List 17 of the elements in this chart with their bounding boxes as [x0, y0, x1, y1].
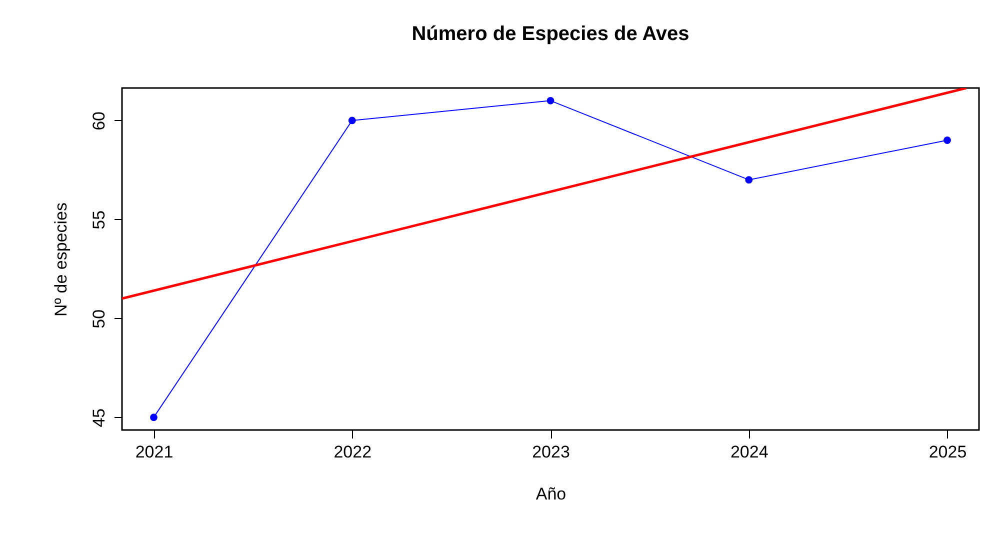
point	[348, 116, 356, 124]
y-tick-label: 55	[90, 210, 108, 230]
y-tick-label: 45	[90, 408, 108, 428]
x-tick-label: 2021	[135, 442, 174, 462]
y-axis-title: Nº de especies	[52, 202, 70, 316]
x-tick-label: 2023	[532, 442, 570, 462]
x-axis-title: Año	[536, 484, 566, 504]
y-tick-label: 50	[90, 309, 108, 328]
chart-title: Número de Especies de Aves	[412, 23, 690, 45]
y-tick-label: 60	[90, 111, 108, 130]
point	[150, 414, 158, 422]
x-tick-label: 2024	[730, 442, 768, 462]
x-tick-label: 2025	[928, 442, 967, 462]
point	[546, 96, 554, 104]
point	[944, 136, 951, 144]
x-tick-label: 2022	[334, 442, 372, 462]
point	[745, 176, 753, 184]
